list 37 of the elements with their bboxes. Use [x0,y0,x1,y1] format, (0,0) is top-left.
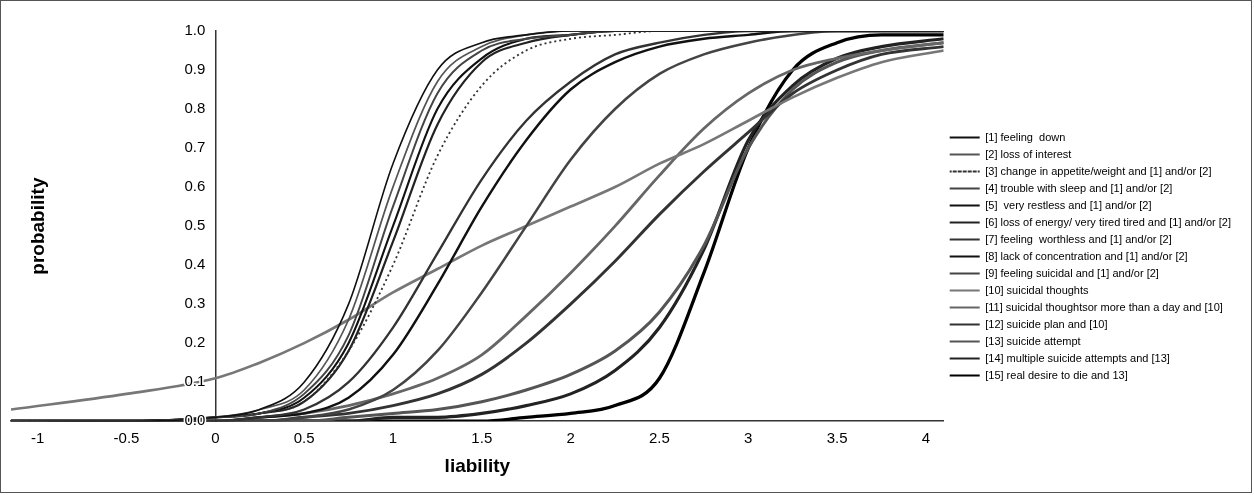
legend-label: [5] very restless and [1] and/or [2] [985,198,1152,211]
legend-label: [1] feeling down [985,130,1066,143]
legend-label: [4] trouble with sleep and [1] and/or [2] [985,181,1173,194]
legend-label: [12] suicide plan and [10] [985,317,1108,330]
y-tick-label: 0.3 [184,294,206,312]
y-tick-label: 0.5 [184,216,206,234]
y-tick-label: 1.0 [184,21,206,39]
x-tick-label: 3.5 [826,429,848,447]
x-tick-label: 2.5 [649,429,670,447]
legend-label: [11] suicidal thoughtsor more than a day and [10] [985,300,1223,313]
legend-label: [13] suicide attempt [985,334,1081,347]
x-tick-label: 4 [921,429,931,447]
legend-label: [2] loss of interest [985,147,1072,160]
y-tick-label: 0.9 [184,60,206,78]
x-tick-label: 1 [388,429,398,447]
y-axis-title: probability [27,177,49,275]
x-tick-label: 0.5 [293,429,315,447]
x-axis-title: liability [444,454,511,476]
x-tick-label: 3 [744,429,753,447]
legend-label: [7] feeling worthless and [1] and/or [2] [985,232,1172,245]
legend-label: [9] feeling suicidal and [1] and/or [2] [985,266,1159,279]
legend-label: [15] real desire to die and 13] [985,368,1128,381]
x-tick-label: 1.5 [471,429,493,447]
y-tick-label: 0.4 [184,255,206,273]
legend-label: [3] change in appetite/weight and [1] and/or [2] [985,164,1212,177]
legend-label: [14] multiple suicide attempts and [13] [985,351,1170,364]
legend-label: [8] lack of concentration and [1] and/or [2] [985,249,1188,262]
x-tick-label: 2 [566,429,575,447]
y-tick-label: 0.7 [184,138,206,156]
y-tick-label: 0.2 [184,333,206,351]
legend-label: [10] suicidal thoughts [985,283,1090,296]
legend-label: [6] loss of energy/ very tired tired and [1] and/or [2] [985,215,1232,228]
x-tick-label: -1 [30,429,45,447]
y-tick-label: 0.8 [184,99,206,117]
x-tick-label: 0 [211,429,220,447]
x-tick-label: -0.5 [113,429,140,447]
y-tick-label: 0.6 [184,177,206,195]
